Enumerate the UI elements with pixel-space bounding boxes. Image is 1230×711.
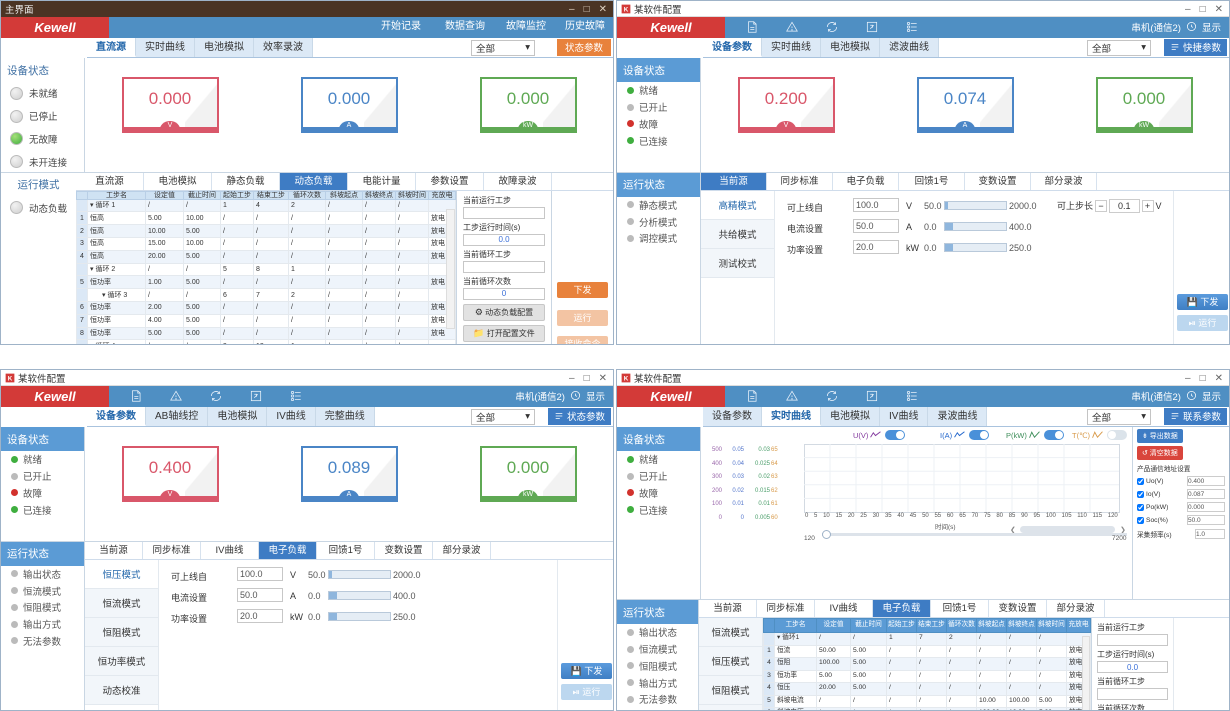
svg-text:K: K <box>8 375 13 382</box>
svg-text:K: K <box>624 6 629 13</box>
svg-text:K: K <box>624 375 629 382</box>
